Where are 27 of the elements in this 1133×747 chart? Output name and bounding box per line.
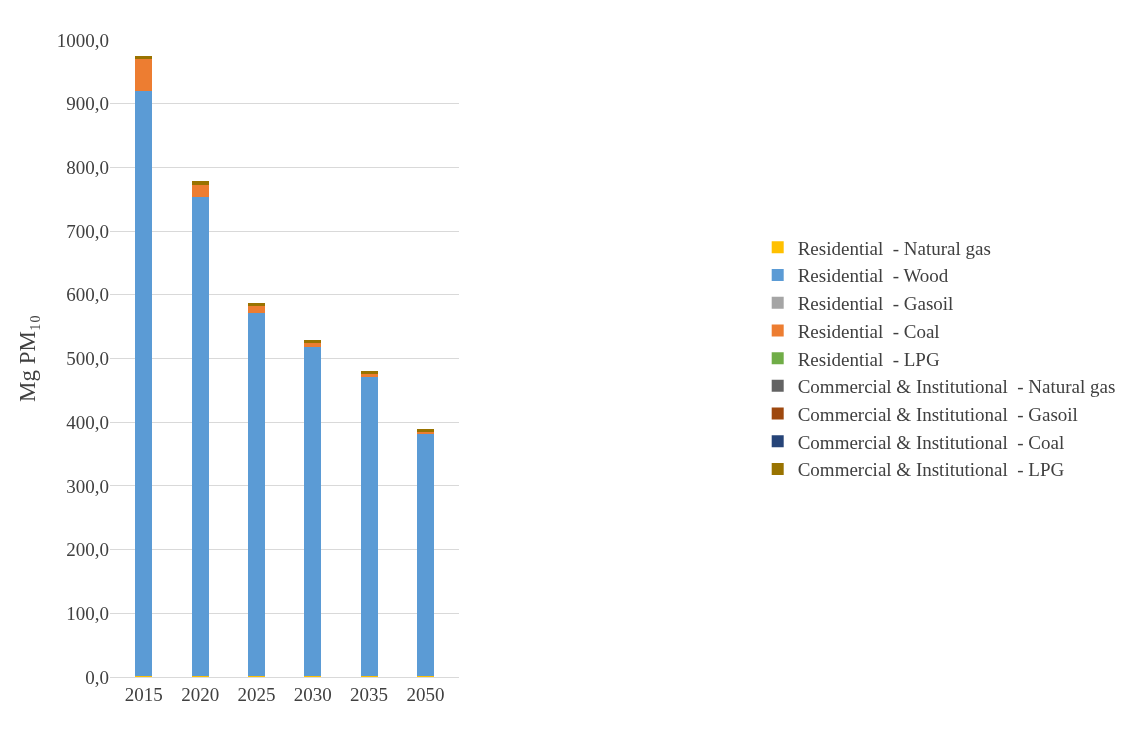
x-tick-label: 2050 <box>406 683 445 705</box>
legend-label: Residential - Gasoil <box>797 293 954 315</box>
y-tick-label: 700,0 <box>66 220 109 242</box>
y-tick-label: 300,0 <box>66 475 109 497</box>
legend-label: Commercial & Institutional - Coal <box>797 431 1065 453</box>
legend-label: Commercial & Institutional - Gasoil <box>797 403 1078 425</box>
y-tick-label: 900,0 <box>66 93 109 115</box>
y-axis-title: Mg PM₁₀ <box>15 315 41 402</box>
x-tick-label: 2025 <box>237 683 276 705</box>
y-tick-label: 600,0 <box>66 284 109 306</box>
y-tick-label: 400,0 <box>66 411 109 433</box>
y-tick-label: 1000,0 <box>56 29 109 51</box>
legend-label: Commercial & Institutional - LPG <box>797 459 1065 481</box>
x-tick-label: 2020 <box>181 683 220 705</box>
x-tick-label: 2035 <box>350 683 389 705</box>
legend-label: Residential - Natural gas <box>797 237 991 259</box>
x-tick-label: 2015 <box>124 683 163 705</box>
legend-label: Residential - Wood <box>797 265 949 287</box>
y-tick-label: 500,0 <box>66 348 109 370</box>
x-tick-label: 2030 <box>293 683 332 705</box>
y-tick-label: 100,0 <box>66 602 109 624</box>
y-tick-label: 800,0 <box>66 157 109 179</box>
legend-label: Commercial & Institutional - Natural gas <box>797 376 1116 398</box>
y-tick-label: 0,0 <box>85 666 109 688</box>
legend-label: Residential - Coal <box>797 320 940 342</box>
legend-label: Residential - LPG <box>797 348 940 370</box>
y-tick-label: 200,0 <box>66 539 109 561</box>
